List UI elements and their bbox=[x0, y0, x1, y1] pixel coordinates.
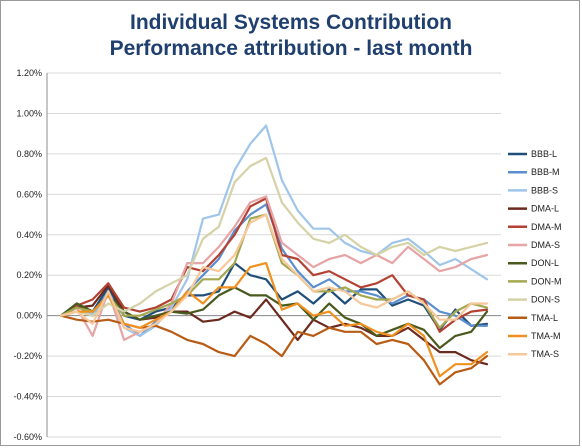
gridlines bbox=[47, 72, 501, 438]
legend: BBB-L BBB-M BBB-S DMA-L DMA-M DMA-S DON-L DON-M… bbox=[508, 149, 562, 359]
legend-label-bbb-m: BBB-M bbox=[531, 167, 560, 177]
y-tick-label: -0.40% bbox=[13, 392, 42, 402]
series-line-tma-m bbox=[59, 262, 489, 378]
y-tick-label: 0.20% bbox=[16, 270, 42, 280]
legend-label-dma-m: DMA-M bbox=[531, 222, 562, 232]
chart-subtitle: Performance attribution - last month bbox=[110, 37, 473, 60]
series-line-dma-s bbox=[59, 195, 489, 341]
legend-label-tma-s: TMA-S bbox=[531, 349, 559, 359]
legend-label-dma-l: DMA-L bbox=[531, 204, 559, 214]
series-lines bbox=[59, 124, 489, 386]
y-tick-label: 1.20% bbox=[16, 68, 42, 78]
legend-label-don-s: DON-S bbox=[531, 295, 560, 305]
y-tick-label: -0.20% bbox=[13, 351, 42, 361]
legend-label-tma-m: TMA-M bbox=[531, 331, 561, 341]
legend-label-don-m: DON-M bbox=[531, 276, 562, 286]
series-line-bbb-l bbox=[59, 262, 489, 331]
y-tick-label: 1.00% bbox=[16, 108, 42, 118]
legend-label-tma-l: TMA-L bbox=[531, 313, 558, 323]
series-line-tma-s bbox=[59, 213, 489, 333]
y-tick-label: 0.80% bbox=[16, 149, 42, 159]
series-line-tma-l bbox=[59, 314, 489, 386]
series-line-don-s bbox=[59, 156, 489, 317]
legend-label-dma-s: DMA-S bbox=[531, 240, 560, 250]
legend-label-bbb-s: BBB-S bbox=[531, 185, 558, 195]
chart-title: Individual Systems Contribution bbox=[130, 11, 452, 34]
series-line-bbb-s bbox=[59, 124, 489, 337]
y-tick-label: -0.60% bbox=[13, 432, 42, 442]
y-tick-label: 0.00% bbox=[16, 311, 42, 321]
y-tick-label: 0.40% bbox=[16, 230, 42, 240]
legend-label-don-l: DON-L bbox=[531, 258, 559, 268]
legend-label-bbb-l: BBB-L bbox=[531, 149, 557, 159]
y-tick-label: 0.60% bbox=[16, 189, 42, 199]
y-axis: 1.20% 1.00% 0.80% 0.60% 0.40% 0.20% 0.00% -0.20… bbox=[13, 68, 501, 442]
